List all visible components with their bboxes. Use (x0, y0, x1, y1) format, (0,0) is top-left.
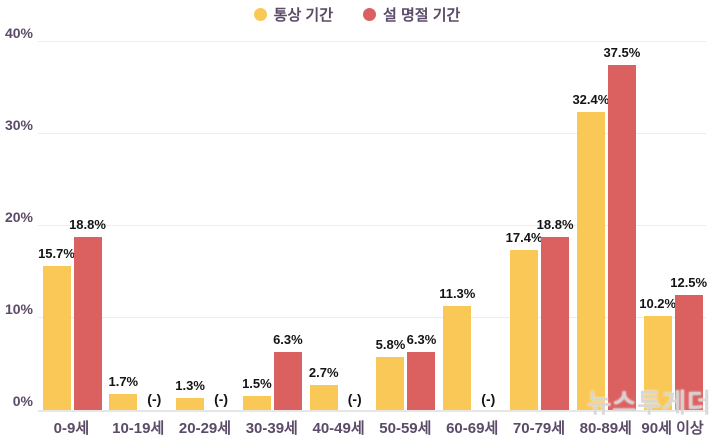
legend-swatch-red-icon (363, 8, 377, 21)
bar-group-80-89세: 32.4% 37.5% 80-89세 (572, 42, 641, 437)
missing-value-label: (-) (214, 391, 229, 407)
bar-group-10-19세: 1.7% (-) 10-19세 (105, 42, 172, 437)
bar-normal-0-9세 (42, 265, 71, 410)
missing-value-label: (-) (481, 391, 496, 407)
value-label: 11.3% (439, 286, 476, 302)
bar-normal-80-89세 (576, 111, 605, 410)
bar-group-30-39세: 1.5% 6.3% 30-39세 (238, 42, 305, 437)
y-tick-label-20: 20% (4, 209, 33, 225)
gridline-10 (38, 317, 706, 318)
legend-item-normal-period: 통상 기간 (253, 4, 334, 25)
y-tick-label-40: 40% (4, 25, 33, 41)
bar-holiday-50-59세 (407, 352, 436, 410)
x-axis-label-30-39세: 30-39세 (245, 420, 298, 437)
legend: 통상 기간 설 명절 기간 (0, 4, 714, 25)
bar-group-60-69세: 11.3% (-) 60-69세 (439, 42, 506, 437)
x-axis-label-40-49세: 40-49세 (312, 420, 365, 437)
value-label: 37.5% (603, 45, 641, 60)
value-label: 32.4% (572, 91, 610, 107)
legend-swatch-yellow-icon (253, 8, 267, 21)
bar-group-0-9세: 15.7% 18.8% 0-9세 (38, 42, 106, 437)
bar-group-50-59세: 5.8% 6.3% 50-59세 (372, 42, 439, 437)
bar-holiday-30-39세 (273, 352, 302, 410)
bar-holiday-90세 이상 (674, 295, 703, 410)
value-label: 12.5% (670, 275, 708, 290)
legend-label-holiday-period: 설 명절 기간 (383, 7, 461, 24)
x-axis-label-0-9세: 0-9세 (53, 420, 90, 437)
gridline-20 (38, 225, 706, 226)
y-tick-label-10: 10% (4, 301, 33, 317)
plot-area: 15.7% 18.8% 0-9세 1.7% (-) 10-19세 1.3% (-) 20-29세… (38, 41, 708, 437)
bar-normal-60-69세 (443, 306, 472, 410)
bar-group-40-49세: 2.7% (-) 40-49세 (305, 42, 372, 437)
bar-holiday-0-9세 (73, 237, 102, 410)
x-axis-label-60-69세: 60-69세 (446, 420, 499, 437)
legend-label-normal-period: 통상 기간 (273, 7, 334, 24)
y-tick-label-30: 30% (4, 117, 33, 133)
value-label: 6.3% (273, 332, 303, 348)
value-label: 18.8% (536, 217, 574, 233)
value-label: 17.4% (505, 229, 543, 245)
x-axis-label-10-19세: 10-19세 (112, 420, 165, 437)
bar-group-90세 이상: 10.2% 12.5% 90세 이상 (639, 42, 708, 437)
bar-group-70-79세: 17.4% 18.8% 70-79세 (505, 42, 574, 437)
value-label: 10.2% (639, 296, 677, 312)
value-label: 6.3% (406, 332, 437, 348)
value-label: 15.7% (38, 245, 75, 261)
legend-item-holiday-period: 설 명절 기간 (363, 4, 460, 25)
bar-normal-40-49세 (309, 385, 338, 410)
value-label: 1.3% (175, 378, 205, 394)
missing-value-label: (-) (347, 391, 362, 407)
value-label: 1.5% (242, 376, 272, 392)
value-label: 2.7% (308, 365, 339, 381)
missing-value-label: (-) (147, 391, 162, 407)
bar-normal-70-79세 (510, 249, 539, 410)
bar-holiday-80-89세 (607, 65, 636, 410)
x-axis-label-20-29세: 20-29세 (178, 420, 232, 437)
bar-normal-20-29세 (176, 398, 205, 410)
x-axis-label-70-79세: 70-79세 (512, 420, 566, 437)
bar-normal-30-39세 (242, 396, 271, 410)
gridline-30 (38, 133, 706, 134)
value-label: 18.8% (69, 217, 106, 233)
gridline-40 (38, 41, 706, 42)
bar-normal-50-59세 (376, 356, 405, 410)
y-tick-label-0: 0% (12, 393, 33, 409)
bar-holiday-70-79세 (541, 237, 570, 410)
x-axis-label-50-59세: 50-59세 (379, 420, 432, 437)
value-label: 5.8% (375, 336, 406, 352)
bar-normal-10-19세 (109, 394, 138, 410)
bar-normal-90세 이상 (643, 316, 672, 410)
y-axis: 0% 10% 20% 30% 40% (0, 25, 33, 410)
bar-group-20-29세: 1.3% (-) 20-29세 (172, 42, 239, 437)
x-axis-label-80-89세: 80-89세 (579, 420, 632, 437)
x-axis-label-90세 이상: 90세 이상 (641, 420, 704, 437)
value-label: 1.7% (108, 374, 139, 390)
